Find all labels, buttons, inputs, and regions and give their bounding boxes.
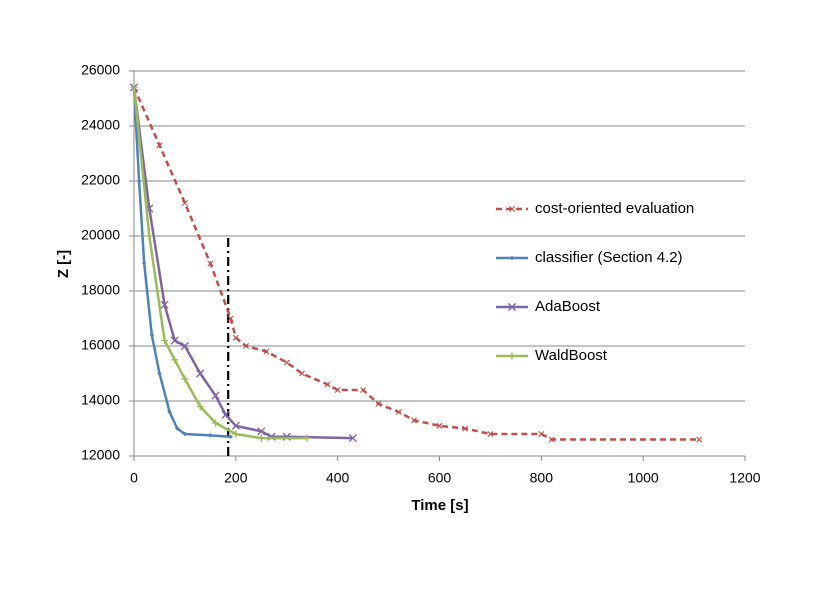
x-axis-title: Time [s]: [411, 497, 468, 514]
y-tick-label: 24000: [81, 117, 120, 133]
data-line: [131, 85, 233, 440]
y-tick-label: 16000: [81, 337, 120, 353]
y-tick-label: 26000: [81, 62, 120, 78]
y-axis-title: Z [-]: [55, 250, 72, 278]
y-tick-label: 22000: [81, 172, 120, 188]
x-tick-label: 800: [530, 470, 554, 486]
y-tick-label: 12000: [81, 447, 120, 463]
x-tick-label: 1000: [628, 470, 659, 486]
legend-label: classifier (Section 4.2): [535, 249, 683, 266]
x-tick-label: 200: [224, 470, 248, 486]
legend-label: cost-oriented evaluation: [535, 200, 694, 217]
x-tick-label: 0: [130, 470, 138, 486]
data-line: [130, 83, 311, 442]
legend-label: AdaBoost: [535, 298, 601, 315]
data-line: [129, 83, 357, 443]
x-tick-label: 400: [326, 470, 350, 486]
x-tick-label: 600: [428, 470, 452, 486]
y-tick-label: 20000: [81, 227, 120, 243]
y-tick-label: 18000: [81, 282, 120, 298]
x-tick-label: 1200: [729, 470, 760, 486]
y-tick-label: 14000: [81, 392, 120, 408]
legend-label: WaldBoost: [535, 347, 608, 364]
